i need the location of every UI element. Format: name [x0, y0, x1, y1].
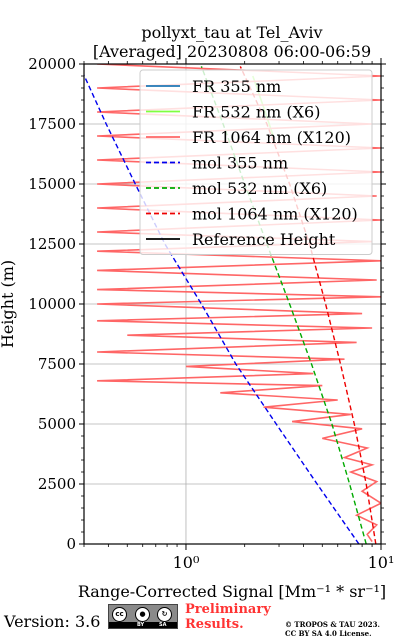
legend-label: Reference Height: [192, 230, 336, 249]
series-line: [84, 73, 360, 544]
y-tick-label: 15000: [28, 175, 76, 193]
copyright-notice: © TROPOS & TAU 2023. CC BY SA 4.0 Licens…: [285, 620, 380, 638]
legend-box: [139, 69, 373, 255]
cc-icon: cc: [112, 607, 127, 622]
chart-title: pollyxt_tau at Tel_Aviv: [141, 23, 322, 42]
sa-icon: ↻: [157, 607, 172, 622]
legend-label: mol 1064 nm (X120): [192, 205, 358, 224]
legend-label: FR 1064 nm (X120): [192, 128, 351, 147]
y-axis-label: Height (m): [0, 260, 17, 348]
y-tick-label: 2500: [38, 475, 76, 493]
legend-label: mol 532 nm (X6): [192, 179, 327, 198]
copyright-line1: © TROPOS & TAU 2023.: [285, 620, 380, 629]
badge-sa-label: SA: [159, 622, 167, 628]
preliminary-notice: Preliminary Results.: [185, 602, 271, 632]
cc-license-badge[interactable]: cc ● ↻ BY SA: [108, 604, 178, 629]
series-line: [200, 66, 367, 544]
badge-by-label: BY: [137, 622, 145, 628]
legend-label: FR 355 nm: [192, 77, 281, 96]
y-tick-label: 5000: [38, 415, 76, 433]
y-tick-label: 0: [66, 535, 76, 553]
by-icon: ●: [135, 607, 150, 622]
legend-label: FR 532 nm (X6): [192, 103, 320, 122]
legend-label: mol 355 nm: [192, 154, 288, 173]
y-tick-label: 17500: [28, 115, 76, 133]
series-line: [239, 66, 377, 544]
version-label: Version: 3.6: [4, 612, 101, 631]
preliminary-line2: Results.: [185, 617, 244, 632]
x-tick-label: 10⁰: [173, 553, 200, 572]
y-tick-label: 12500: [28, 235, 76, 253]
footer: Version: 3.6 cc ● ↻ BY SA Preliminary Re…: [0, 600, 400, 640]
copyright-line2: CC BY SA 4.0 License.: [285, 629, 372, 638]
preliminary-line1: Preliminary: [185, 602, 271, 617]
y-tick-label: 10000: [28, 295, 76, 313]
legend: FR 355 nm FR 532 nm (X6) FR 1064 nm (X120)…: [139, 69, 373, 255]
y-tick-label: 20000: [28, 55, 76, 73]
ticks: 0 2500 5000 7500 10000 12500 15000 17500 20000 10…: [28, 55, 394, 572]
cc-strip: BY SA: [109, 622, 177, 628]
y-tick-label: 7500: [38, 355, 76, 373]
chart-subtitle: [Averaged] 20230808 06:00-06:59: [93, 42, 371, 61]
x-tick-label: 10¹: [368, 553, 395, 572]
x-axis-label: Range-Corrected Signal [Mm⁻¹ * sr⁻¹]: [78, 582, 386, 601]
